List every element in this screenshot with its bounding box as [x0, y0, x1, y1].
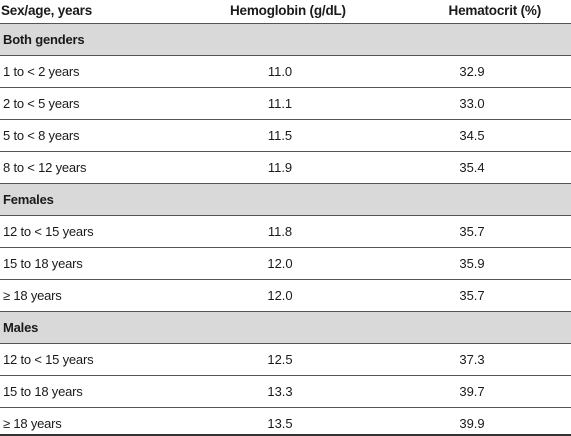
age-cell: ≥ 18 years [3, 416, 62, 431]
table-row: 5 to < 8 years 11.5 34.5 [0, 120, 571, 152]
age-cell: 12 to < 15 years [3, 224, 94, 239]
hematocrit-cell: 34.5 [459, 128, 485, 143]
age-cell: 8 to < 12 years [3, 160, 87, 175]
table-row: 15 to 18 years 12.0 35.9 [0, 248, 571, 280]
hemoglobin-cell: 12.5 [267, 352, 293, 367]
hemoglobin-cell: 11.5 [267, 128, 293, 143]
hemoglobin-cell: 12.0 [267, 288, 293, 303]
table-bottom-border [0, 434, 571, 436]
table-row: ≥ 18 years 13.5 39.9 [0, 408, 571, 436]
header-divider [0, 23, 571, 24]
section-row-males: Males [0, 312, 571, 344]
section-row-both-genders: Both genders [0, 24, 571, 56]
age-cell: 12 to < 15 years [3, 352, 94, 367]
hemoglobin-cell: 11.1 [267, 96, 293, 111]
hematocrit-cell: 39.9 [459, 416, 485, 431]
header-hematocrit: Hematocrit (%) [448, 3, 542, 18]
table-row: 1 to < 2 years 11.0 32.9 [0, 56, 571, 88]
hematocrit-cell: 37.3 [459, 352, 485, 367]
hematocrit-cell: 32.9 [459, 64, 485, 79]
hematocrit-cell: 35.7 [459, 288, 485, 303]
header-sex-age: Sex/age, years [1, 3, 93, 18]
hemoglobin-cell: 12.0 [267, 256, 293, 271]
hemoglobin-cell: 13.5 [267, 416, 293, 431]
header-hemoglobin: Hemoglobin (g/dL) [230, 3, 346, 18]
age-cell: 1 to < 2 years [3, 64, 80, 79]
table-row: 8 to < 12 years 11.9 35.4 [0, 152, 571, 184]
table-row: 12 to < 15 years 11.8 35.7 [0, 216, 571, 248]
age-cell: 15 to 18 years [3, 384, 83, 399]
table-row: 15 to 18 years 13.3 39.7 [0, 376, 571, 408]
section-label: Both genders [3, 32, 85, 47]
hematocrit-cell: 39.7 [459, 384, 485, 399]
section-label: Males [3, 320, 39, 335]
age-cell: 5 to < 8 years [3, 128, 80, 143]
table-row: ≥ 18 years 12.0 35.7 [0, 280, 571, 312]
hematocrit-cell: 35.9 [459, 256, 485, 271]
table-row: 12 to < 15 years 12.5 37.3 [0, 344, 571, 376]
hemoglobin-cell: 11.8 [267, 224, 293, 239]
hematocrit-cell: 35.4 [459, 160, 485, 175]
hemoglobin-cell: 11.0 [267, 64, 293, 79]
hemoglobin-cell: 13.3 [267, 384, 293, 399]
table-header: Sex/age, years Hemoglobin (g/dL) Hematoc… [0, 0, 571, 24]
section-row-females: Females [0, 184, 571, 216]
hematocrit-cell: 35.7 [459, 224, 485, 239]
age-cell: 15 to 18 years [3, 256, 83, 271]
section-label: Females [3, 192, 54, 207]
age-cell: 2 to < 5 years [3, 96, 80, 111]
age-cell: ≥ 18 years [3, 288, 62, 303]
hematocrit-cell: 33.0 [459, 96, 485, 111]
table-row: 2 to < 5 years 11.1 33.0 [0, 88, 571, 120]
hemoglobin-cell: 11.9 [267, 160, 293, 175]
